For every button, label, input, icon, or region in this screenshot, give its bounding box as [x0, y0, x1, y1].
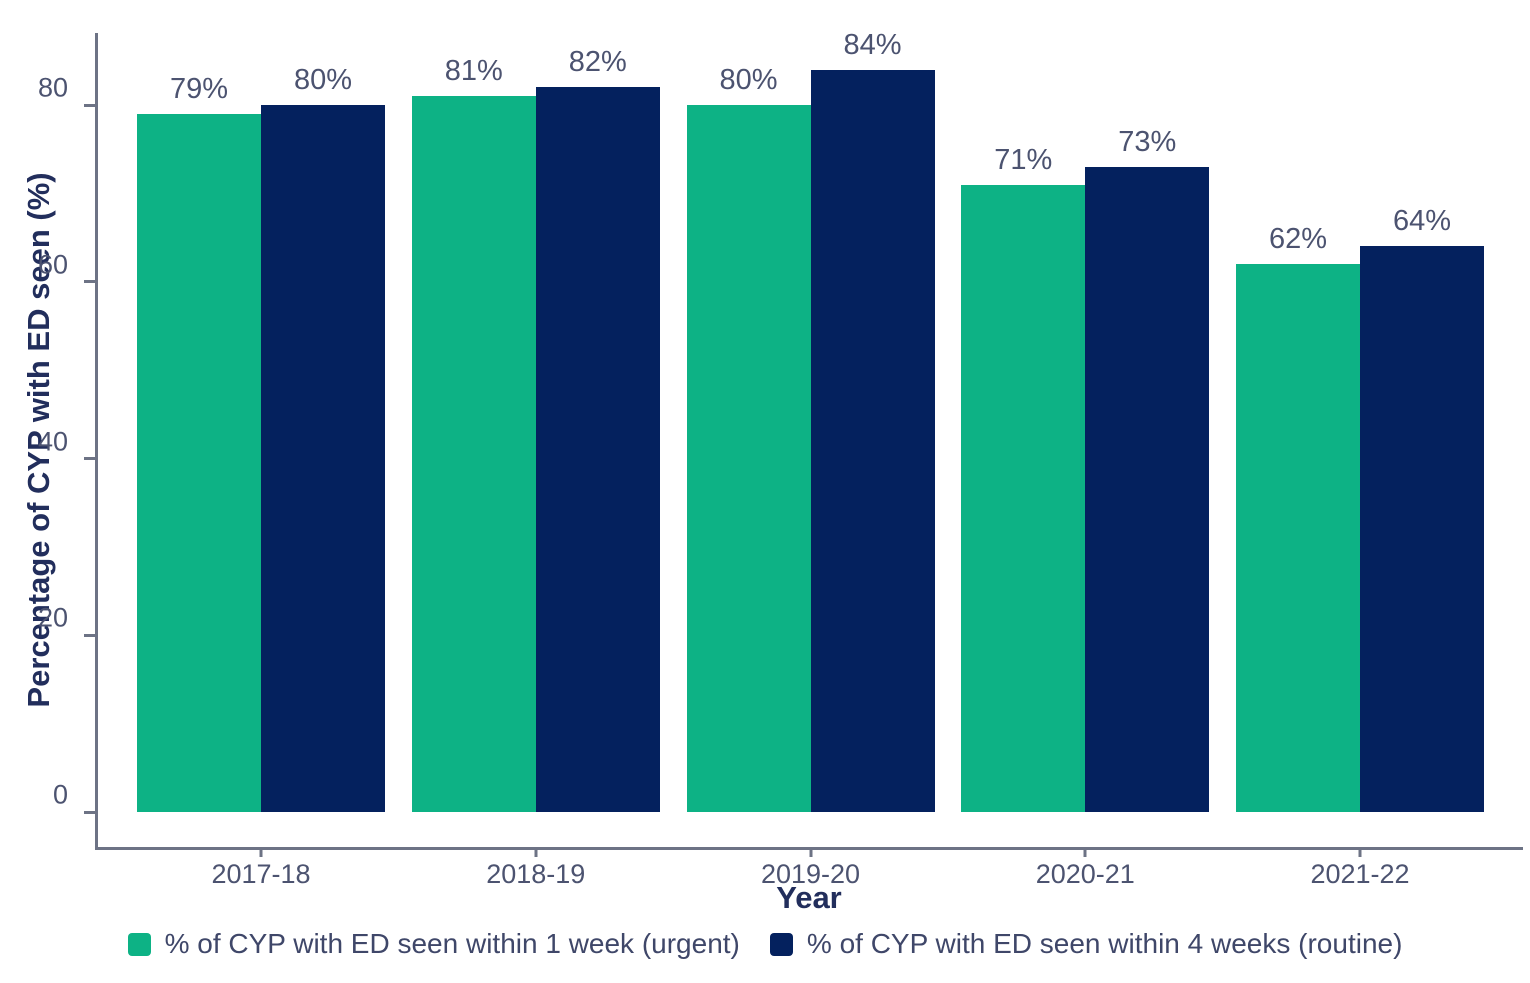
x-tick-mark	[534, 847, 538, 857]
value-label: 71%	[994, 143, 1053, 176]
value-label: 82%	[568, 46, 627, 79]
bar-urgent-2019-20	[686, 105, 811, 812]
legend-label: % of CYP with ED seen within 4 weeks (ro…	[806, 928, 1403, 959]
legend-item-urgent: % of CYP with ED seen within 1 week (urg…	[127, 928, 740, 960]
value-label: 84%	[843, 28, 902, 61]
bar-urgent-2020-21	[961, 184, 1086, 812]
bar-routine-2020-21	[1085, 166, 1210, 812]
legend: % of CYP with ED seen within 1 week (urg…	[0, 928, 1530, 960]
x-tick-label: 2021-22	[1310, 859, 1410, 889]
bar-urgent-2017-18	[137, 113, 261, 812]
y-tick-mark	[84, 103, 95, 107]
x-tick-label: 2018-19	[486, 859, 586, 889]
y-tick-mark	[84, 633, 95, 637]
y-tick-mark	[84, 457, 95, 460]
bar-routine-2021-22	[1360, 246, 1484, 812]
x-tick-mark	[1083, 847, 1087, 857]
plot-area: 0 20 40 60 80 79% 80% 81% 82% 80% 84% 71% 73% 62% 64%…	[38, 29, 1523, 889]
x-tick-label: 2017-18	[211, 859, 311, 889]
bar-routine-2018-19	[535, 87, 660, 812]
x-tick-mark	[259, 847, 263, 857]
value-label: 80%	[293, 64, 353, 96]
x-tick-label: 2019-20	[760, 859, 861, 889]
x-tick-mark	[1358, 847, 1362, 857]
y-tick-label: 40	[37, 426, 68, 456]
bar-routine-2017-18	[261, 105, 385, 812]
bar-urgent-2018-19	[411, 96, 536, 812]
y-tick-mark	[84, 810, 95, 814]
bar-urgent-2021-22	[1236, 264, 1360, 812]
bar-routine-2019-20	[810, 69, 935, 812]
y-tick-label: 80	[37, 72, 68, 103]
value-label: 81%	[444, 55, 503, 88]
value-label: 64%	[1392, 205, 1452, 238]
x-tick-mark	[809, 847, 812, 857]
legend-item-routine: % of CYP with ED seen within 4 weeks (ro…	[769, 928, 1403, 960]
x-axis-title: Year	[776, 880, 842, 915]
x-tick-label: 2020-21	[1035, 859, 1135, 889]
value-label: 62%	[1268, 223, 1328, 256]
value-label: 80%	[719, 64, 778, 96]
y-tick-label: 20	[37, 602, 68, 633]
y-tick-mark	[84, 280, 95, 284]
value-label: 73%	[1118, 125, 1177, 158]
legend-label: % of CYP with ED seen within 1 week (urg…	[164, 928, 740, 959]
legend-swatch-icon	[769, 932, 793, 956]
value-label: 79%	[169, 72, 229, 105]
legend-swatch-icon	[127, 932, 151, 956]
y-tick-label: 60	[37, 249, 68, 280]
y-tick-label: 0	[52, 779, 68, 810]
